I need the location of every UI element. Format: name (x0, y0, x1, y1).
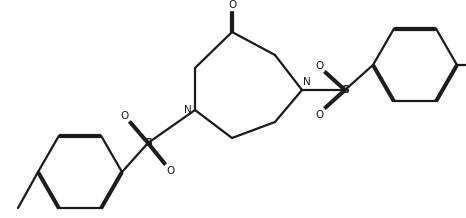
Text: S: S (341, 85, 349, 95)
Text: O: O (316, 110, 324, 120)
Text: O: O (316, 61, 324, 71)
Text: O: O (228, 0, 236, 10)
Text: O: O (166, 166, 174, 176)
Text: N: N (303, 77, 311, 87)
Text: N: N (184, 105, 192, 115)
Text: S: S (144, 138, 152, 148)
Text: O: O (121, 111, 129, 121)
